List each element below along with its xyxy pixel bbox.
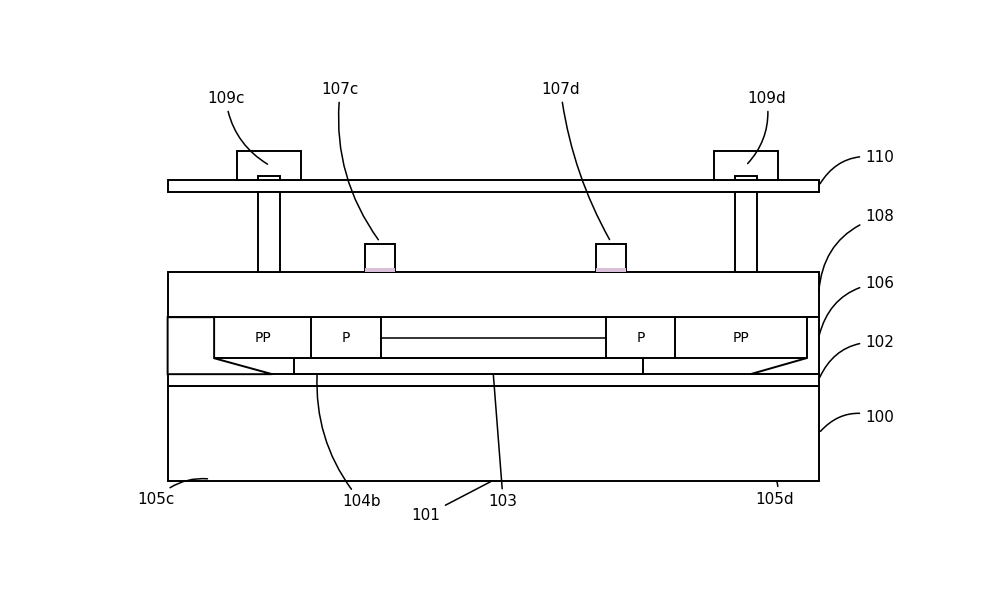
Bar (237, 151, 301, 181)
Bar (735, 176, 757, 181)
Polygon shape (168, 317, 272, 374)
Text: 108: 108 (819, 210, 894, 292)
Bar (294, 358, 643, 374)
Text: 109c: 109c (207, 91, 268, 164)
Text: PP: PP (254, 331, 271, 345)
Bar (365, 268, 395, 272)
Bar (168, 374, 819, 385)
Text: PP: PP (733, 331, 750, 345)
Text: 106: 106 (819, 275, 894, 335)
Bar (168, 181, 819, 192)
Text: 103: 103 (489, 375, 518, 509)
Text: P: P (636, 331, 645, 345)
Text: P: P (342, 331, 350, 345)
Text: 109d: 109d (747, 91, 786, 163)
Bar (214, 317, 807, 358)
Bar (714, 151, 778, 181)
Bar (596, 268, 626, 272)
Bar (365, 244, 395, 272)
Text: 102: 102 (820, 334, 894, 377)
Text: 105c: 105c (137, 478, 207, 507)
Bar (596, 244, 626, 272)
Text: 105d: 105d (755, 482, 794, 507)
Text: 100: 100 (820, 410, 894, 432)
Bar (258, 176, 280, 181)
Bar (168, 272, 819, 317)
Text: 104b: 104b (317, 375, 381, 509)
Bar (168, 385, 819, 481)
Text: 110: 110 (820, 150, 894, 184)
Bar (735, 192, 757, 272)
Polygon shape (751, 317, 819, 374)
Text: 107c: 107c (322, 82, 378, 240)
Text: 107d: 107d (541, 82, 610, 240)
Bar (258, 192, 280, 272)
Text: 101: 101 (411, 482, 491, 523)
